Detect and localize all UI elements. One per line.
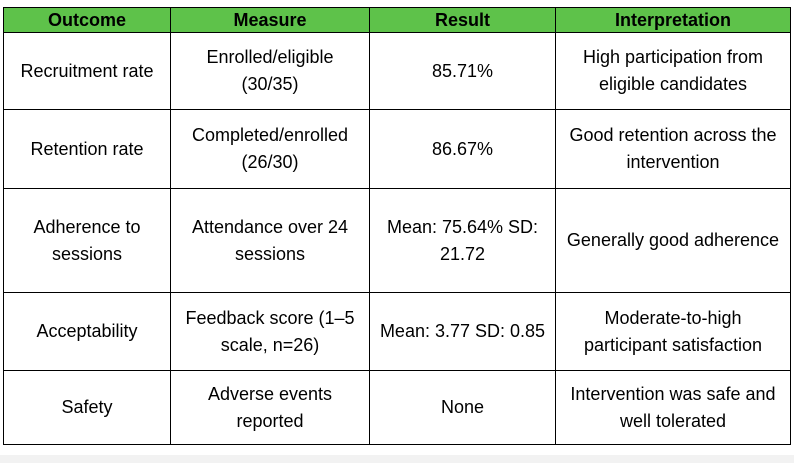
table-body: Recruitment rate Enrolled/eligible (30/3…	[3, 32, 791, 445]
cell-result: Mean: 3.77 SD: 0.85	[369, 292, 556, 371]
cell-result: None	[369, 370, 556, 445]
header-row: Outcome Measure Result Interpretation	[3, 7, 791, 33]
table-row: Adherence to sessions Attendance over 24…	[3, 188, 791, 293]
cell-result: Mean: 75.64% SD: 21.72	[369, 188, 556, 293]
table-row: Recruitment rate Enrolled/eligible (30/3…	[3, 32, 791, 110]
table-header: Outcome Measure Result Interpretation	[3, 7, 791, 33]
cell-interpretation: Good retention across the intervention	[555, 109, 791, 189]
cell-interpretation: High participation from eligible candida…	[555, 32, 791, 110]
table-row: Safety Adverse events reported None Inte…	[3, 370, 791, 445]
cell-outcome: Retention rate	[3, 109, 171, 189]
cell-measure: Adverse events reported	[170, 370, 370, 445]
header-measure: Measure	[170, 7, 370, 33]
cell-measure: Feedback score (1–5 scale, n=26)	[170, 292, 370, 371]
cell-result: 85.71%	[369, 32, 556, 110]
outcomes-table-container: Outcome Measure Result Interpretation Re…	[3, 7, 791, 445]
feasibility-outcomes-table: Outcome Measure Result Interpretation Re…	[3, 7, 791, 445]
cell-result: 86.67%	[369, 109, 556, 189]
cell-interpretation: Intervention was safe and well tolerated	[555, 370, 791, 445]
cell-measure: Enrolled/eligible (30/35)	[170, 32, 370, 110]
page-bottom-strip	[0, 455, 794, 463]
cell-outcome: Acceptability	[3, 292, 171, 371]
cell-interpretation: Generally good adherence	[555, 188, 791, 293]
cell-measure: Attendance over 24 sessions	[170, 188, 370, 293]
cell-outcome: Recruitment rate	[3, 32, 171, 110]
header-interpretation: Interpretation	[555, 7, 791, 33]
cell-measure: Completed/enrolled (26/30)	[170, 109, 370, 189]
header-result: Result	[369, 7, 556, 33]
cell-interpretation: Moderate-to-high participant satisfactio…	[555, 292, 791, 371]
cell-outcome: Safety	[3, 370, 171, 445]
table-row: Retention rate Completed/enrolled (26/30…	[3, 109, 791, 189]
header-outcome: Outcome	[3, 7, 171, 33]
cell-outcome: Adherence to sessions	[3, 188, 171, 293]
table-row: Acceptability Feedback score (1–5 scale,…	[3, 292, 791, 371]
